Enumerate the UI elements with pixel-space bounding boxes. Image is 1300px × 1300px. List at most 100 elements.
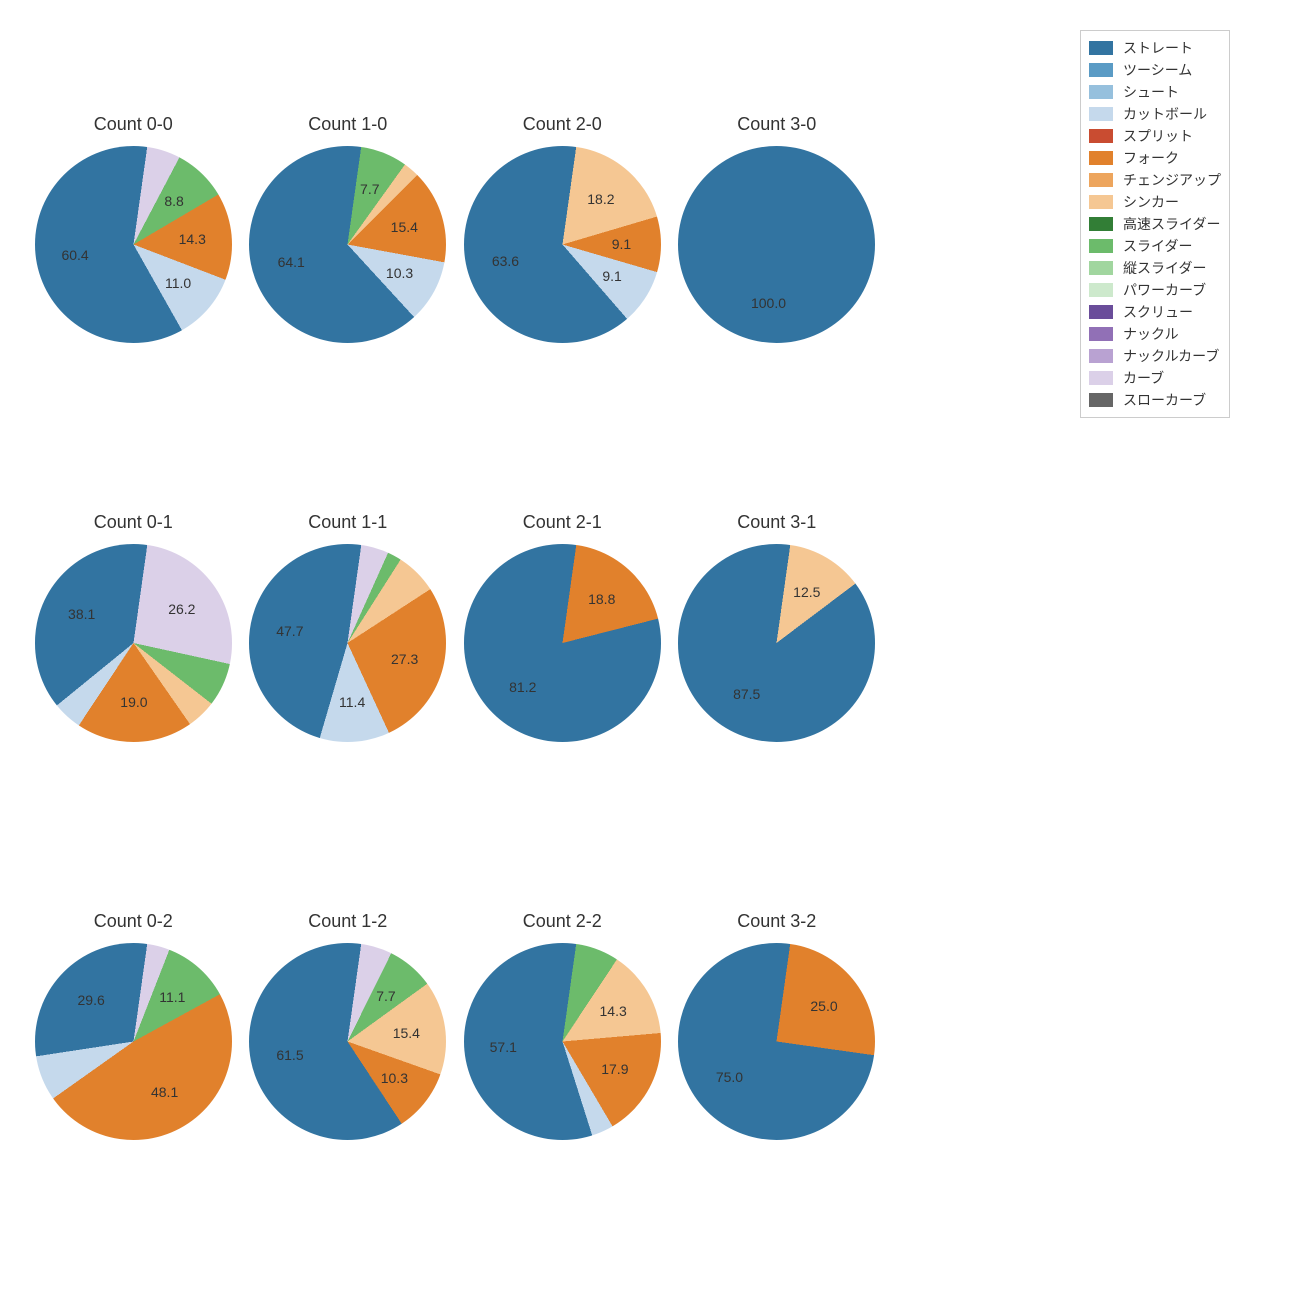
legend-label: スプリット bbox=[1123, 126, 1193, 146]
legend-label: ストレート bbox=[1123, 38, 1193, 58]
legend-swatch bbox=[1089, 151, 1113, 165]
pie-title: Count 1-2 bbox=[249, 911, 446, 932]
pie-title: Count 3-0 bbox=[678, 114, 875, 135]
pie-panel: Count 1-147.711.427.3 bbox=[249, 544, 446, 741]
legend-swatch bbox=[1089, 129, 1113, 143]
legend-item: スライダー bbox=[1089, 235, 1221, 257]
pie-panel: Count 3-0100.0 bbox=[678, 146, 875, 343]
legend-label: シュート bbox=[1123, 82, 1179, 102]
legend-label: スライダー bbox=[1123, 236, 1192, 256]
legend-swatch bbox=[1089, 327, 1113, 341]
pie-slice-label: 26.2 bbox=[168, 601, 195, 617]
legend-item: チェンジアップ bbox=[1089, 169, 1221, 191]
legend-swatch bbox=[1089, 173, 1113, 187]
legend-item: ストレート bbox=[1089, 37, 1221, 59]
legend-label: カットボール bbox=[1123, 104, 1207, 124]
pie-slice-label: 25.0 bbox=[810, 998, 837, 1014]
pie-slice-label: 87.5 bbox=[733, 686, 760, 702]
legend-swatch bbox=[1089, 305, 1113, 319]
pie-title: Count 2-1 bbox=[464, 512, 661, 533]
legend-item: シュート bbox=[1089, 81, 1221, 103]
pie-chart: 38.1 19.0 26.2 bbox=[35, 544, 232, 741]
pie-chart: 75.025.0 bbox=[678, 943, 875, 1140]
legend-swatch bbox=[1089, 283, 1113, 297]
pie-panel: Count 2-063.69.19.118.2 bbox=[464, 146, 661, 343]
pie-slice-label: 18.2 bbox=[587, 191, 614, 207]
legend-label: カーブ bbox=[1123, 368, 1164, 388]
pie-panel: Count 1-064.110.315.47.7 bbox=[249, 146, 446, 343]
pie-title: Count 3-1 bbox=[678, 512, 875, 533]
legend-swatch bbox=[1089, 239, 1113, 253]
pie-slice-label: 14.3 bbox=[179, 231, 206, 247]
pie-chart: 29.6 48.1 11.1 bbox=[35, 943, 232, 1140]
legend-label: チェンジアップ bbox=[1123, 170, 1221, 190]
pie-chart: 57.1 17.9 14.3 bbox=[464, 943, 661, 1140]
pie-title: Count 0-2 bbox=[35, 911, 232, 932]
pie-slice-label: 14.3 bbox=[600, 1003, 627, 1019]
pie-title: Count 0-0 bbox=[35, 114, 232, 135]
legend-swatch bbox=[1089, 371, 1113, 385]
legend-label: シンカー bbox=[1123, 192, 1179, 212]
legend-label: パワーカーブ bbox=[1123, 280, 1206, 300]
legend-item: ナックルカーブ bbox=[1089, 345, 1221, 367]
pie-slice-label: 100.0 bbox=[751, 295, 786, 311]
pie-slice-label: 9.1 bbox=[612, 236, 631, 252]
pie-panel: Count 1-261.510.315.47.7 bbox=[249, 943, 446, 1140]
legend-swatch bbox=[1089, 85, 1113, 99]
legend-item: 縦スライダー bbox=[1089, 257, 1221, 279]
pie-title: Count 0-1 bbox=[35, 512, 232, 533]
pie-slice-label: 60.4 bbox=[61, 247, 88, 263]
pie-slice-label: 10.3 bbox=[386, 265, 413, 281]
legend: ストレートツーシームシュートカットボールスプリットフォークチェンジアップシンカー… bbox=[1080, 30, 1230, 418]
pie-slice-label: 18.8 bbox=[588, 591, 615, 607]
pie-slice-label: 19.0 bbox=[120, 694, 147, 710]
pie-panel: Count 3-275.025.0 bbox=[678, 943, 875, 1140]
pie-title: Count 1-0 bbox=[249, 114, 446, 135]
pie-chart: 47.7 11.4 27.3 bbox=[249, 544, 446, 741]
legend-item: 高速スライダー bbox=[1089, 213, 1221, 235]
pie-slice-label: 11.1 bbox=[159, 989, 185, 1005]
chart-stage: Count 0-060.411.014.38.8Count 1-064.110.… bbox=[0, 0, 1300, 1300]
pie-slice-label: 15.4 bbox=[393, 1025, 420, 1041]
pie-slice-label: 11.4 bbox=[339, 694, 365, 710]
pie-title: Count 2-0 bbox=[464, 114, 661, 135]
pie-panel: Count 0-060.411.014.38.8 bbox=[35, 146, 232, 343]
pie-slice-label: 17.9 bbox=[601, 1061, 628, 1077]
pie-title: Count 1-1 bbox=[249, 512, 446, 533]
pie-slice-label: 38.1 bbox=[68, 606, 95, 622]
pie-chart: 61.510.315.47.7 bbox=[249, 943, 446, 1140]
legend-label: スクリュー bbox=[1123, 302, 1193, 322]
pie-slice-label: 48.1 bbox=[151, 1084, 178, 1100]
legend-label: ナックルカーブ bbox=[1123, 346, 1219, 366]
pie-slice-label: 7.7 bbox=[376, 988, 395, 1004]
legend-swatch bbox=[1089, 393, 1113, 407]
pie-slice-label: 11.0 bbox=[165, 275, 191, 291]
legend-label: ツーシーム bbox=[1123, 60, 1192, 80]
pie-title: Count 2-2 bbox=[464, 911, 661, 932]
pie-slice-label: 27.3 bbox=[391, 651, 418, 667]
pie-chart: 81.218.8 bbox=[464, 544, 661, 741]
pie-chart: 100.0 bbox=[678, 146, 875, 343]
legend-item: スクリュー bbox=[1089, 301, 1221, 323]
pie-slice-label: 47.7 bbox=[276, 623, 303, 639]
legend-label: ナックル bbox=[1123, 324, 1179, 344]
legend-swatch bbox=[1089, 349, 1113, 363]
pie-panel: Count 0-229.648.111.1 bbox=[35, 943, 232, 1140]
pie-slice-label: 63.6 bbox=[492, 253, 519, 269]
legend-swatch bbox=[1089, 41, 1113, 55]
legend-item: カットボール bbox=[1089, 103, 1221, 125]
legend-label: フォーク bbox=[1123, 148, 1179, 168]
legend-item: フォーク bbox=[1089, 147, 1221, 169]
pie-slice-label: 10.3 bbox=[381, 1070, 408, 1086]
pie-slice-label: 15.4 bbox=[391, 219, 418, 235]
legend-item: シンカー bbox=[1089, 191, 1221, 213]
legend-swatch bbox=[1089, 63, 1113, 77]
pie-slice-label: 29.6 bbox=[78, 992, 105, 1008]
pie-slice-label: 57.1 bbox=[490, 1039, 517, 1055]
pie-panel: Count 0-138.119.026.2 bbox=[35, 544, 232, 741]
legend-swatch bbox=[1089, 195, 1113, 209]
pie-title: Count 3-2 bbox=[678, 911, 875, 932]
pie-slice-label: 12.5 bbox=[793, 584, 820, 600]
legend-item: カーブ bbox=[1089, 367, 1221, 389]
pie-slice-label: 64.1 bbox=[278, 254, 305, 270]
